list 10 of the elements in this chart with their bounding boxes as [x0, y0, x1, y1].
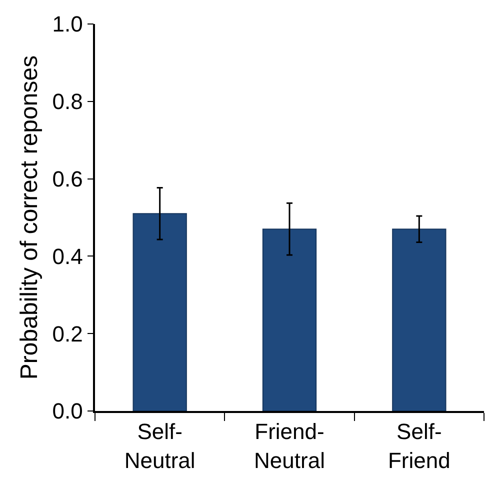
y-tick-label: 0.0	[52, 398, 83, 424]
y-axis-title: Probability of correct reponses	[16, 55, 43, 380]
y-tick-label: 0.8	[52, 89, 83, 114]
y-tick-label: 0.2	[52, 321, 83, 346]
y-tick-label: 0.4	[52, 244, 83, 269]
y-tick-label: 0.6	[52, 166, 83, 192]
x-tick-label: Friend- Neutral	[254, 419, 325, 473]
y-tick-label: 1.0	[52, 12, 83, 37]
x-tick-label: Self- Neutral	[124, 419, 196, 473]
x-tick-label: Self- Friend	[388, 419, 450, 473]
